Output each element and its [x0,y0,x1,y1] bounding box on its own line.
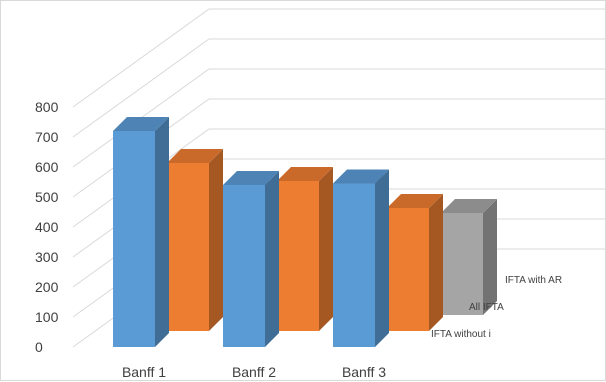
bar-side-face [265,171,279,347]
bar-front-face [333,183,375,347]
bar-top-face [333,169,389,184]
y-axis: 0 100 200 300 400 500 600 700 800 [35,99,59,355]
y-tick-label: 300 [35,249,59,265]
y-tick-label: 800 [35,99,59,115]
y-tick-label: 600 [35,159,59,175]
y-tick-label: 100 [35,309,59,325]
category-label: Banff 1 [122,364,166,380]
bar [441,199,497,315]
category-label: Banff 3 [342,364,386,380]
gridline [72,38,606,138]
bar-front-face [277,181,319,331]
bar [277,167,333,331]
y-tick-label: 700 [35,129,59,145]
bar-top-face [113,117,169,131]
category-label: Banff 2 [232,364,276,380]
bar-side-face [319,167,333,331]
bar [167,149,223,331]
bar-side-face [155,117,169,347]
bar-top-face [441,199,497,213]
bar-top-face [167,149,223,163]
bar [223,171,279,347]
series-label: All IFTA [469,302,504,313]
bar [333,169,389,347]
series-label: IFTA with AR [505,275,562,286]
bar [113,117,169,347]
bar-top-face [387,194,443,208]
bar-front-face [223,185,265,347]
gridline [72,8,606,108]
bar-front-face [441,213,483,315]
series-labels: IFTA without i All IFTA IFTA with AR [431,275,562,340]
y-tick-label: 400 [35,219,59,235]
bar-side-face [483,199,497,315]
bar-side-face [209,149,223,331]
bar-front-face [113,131,155,347]
bar-front-face [387,208,429,331]
y-tick-label: 0 [35,339,43,355]
bar-top-face [277,167,333,181]
bar [387,194,443,331]
bar-side-face [375,169,389,347]
x-axis: Banff 1 Banff 2 Banff 3 [122,364,386,380]
bar-top-face [223,171,279,185]
y-tick-label: 200 [35,279,59,295]
bar-side-face [429,194,443,331]
y-tick-label: 500 [35,189,59,205]
series-label: IFTA without i [431,329,491,340]
bar-front-face [167,163,209,331]
bars [113,117,497,347]
